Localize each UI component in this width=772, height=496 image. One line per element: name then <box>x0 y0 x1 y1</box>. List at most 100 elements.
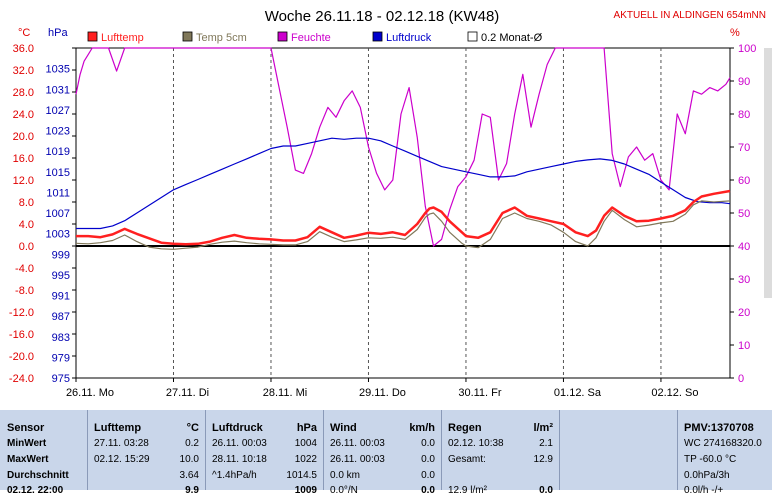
humidity-tick-label: 20 <box>738 307 750 319</box>
legend-swatch <box>87 31 98 42</box>
pressure-tick-label: 1007 <box>46 208 70 220</box>
minwert-label: MinWert <box>7 438 47 449</box>
pmv-pressure-trend: 0.0hPa/3h <box>684 470 730 481</box>
regen-header: Regen <box>448 422 482 434</box>
humidity-tick-label: 80 <box>738 109 750 121</box>
regen-total-label: Gesamt: <box>448 454 486 465</box>
durchschnitt-label: Durchschnitt <box>7 470 69 481</box>
pressure-tick-label: 1011 <box>46 187 70 199</box>
wind-avg-value: 0.0 <box>421 470 435 481</box>
weather-chart: Woche 26.11.18 - 02.12.18 (KW48) AKTUELL… <box>0 0 772 410</box>
divider <box>559 410 560 490</box>
temp-tick-label: -4.0 <box>15 263 34 275</box>
current-time-label: 02.12. 22:00 <box>7 485 64 496</box>
humidity-tick-label: 70 <box>738 142 750 154</box>
luftdruck-current-value: 1009 <box>294 485 317 496</box>
chart-title: Woche 26.11.18 - 02.12.18 (KW48) <box>265 8 500 25</box>
side-strip <box>764 48 772 298</box>
legend-label: Luftdruck <box>386 32 432 44</box>
pressure-tick-label: 1031 <box>46 84 70 96</box>
pressure-unit-label: hPa <box>48 27 68 39</box>
regen-column: Regen l/m² 02.12. 10:38 2.1 Gesamt: 12.9… <box>442 410 559 496</box>
pmv-dewpoint: TP -60.0 °C <box>684 454 737 465</box>
luftdruck-max-value: 1022 <box>294 454 317 465</box>
x-tick-label: 01.12. Sa <box>554 387 602 399</box>
luftdruck-header: Luftdruck <box>212 422 263 434</box>
lufttemp-unit: °C <box>186 422 199 434</box>
divider <box>87 410 88 490</box>
axis-ticks: 26.11. Mo 27.11. Di 28.11. Mi 29.11. Do 30.1… <box>9 43 756 399</box>
temp-tick-label: -12.0 <box>9 307 34 319</box>
temp-tick-label: 8.0 <box>19 197 34 209</box>
temp-tick-label: -24.0 <box>9 373 34 385</box>
legend-swatch <box>372 31 383 42</box>
pressure-tick-label: 975 <box>52 373 70 385</box>
sensor-header: Sensor <box>7 422 45 434</box>
legend-label: Feuchte <box>291 32 331 44</box>
wind-header: Wind <box>330 422 357 434</box>
lufttemp-avg-value: 3.64 <box>179 470 199 481</box>
pressure-tick-label: 1023 <box>46 126 70 138</box>
series-line-lufttemp <box>76 189 731 246</box>
pressure-tick-label: 1019 <box>46 146 70 158</box>
luftdruck-trend: ^1.4hPa/h <box>212 470 257 481</box>
temp-tick-label: 4.0 <box>19 219 34 231</box>
luftdruck-unit: hPa <box>296 422 317 434</box>
humidity-tick-label: 90 <box>738 76 750 88</box>
maxwert-label: MaxWert <box>7 454 49 465</box>
pressure-tick-label: 1003 <box>46 229 70 241</box>
lufttemp-max-time: 02.12. 15:29 <box>94 454 150 465</box>
temp-tick-label: 12.0 <box>13 175 34 187</box>
wind-direction: 0.0°/N <box>330 485 358 496</box>
lufttemp-max-value: 10.0 <box>179 454 199 465</box>
pmv-header: PMV:1370708 <box>684 422 754 434</box>
x-tick-label: 26.11. Mo <box>66 387 114 399</box>
wind-unit: km/h <box>409 422 435 434</box>
lufttemp-current-value: 9.9 <box>185 485 199 496</box>
chart-background <box>0 0 772 410</box>
legend-swatch <box>467 31 478 42</box>
wind-max-time: 26.11. 00:03 <box>330 454 385 465</box>
wind-min-time: 26.11. 00:03 <box>330 438 385 449</box>
temp-tick-label: 32.0 <box>13 65 34 77</box>
chart-grid <box>76 48 730 378</box>
legend-swatch <box>182 31 193 42</box>
x-tick-label: 02.12. So <box>651 387 698 399</box>
pmv-windchill: WC 274168320.0 <box>684 438 762 449</box>
regen-unit: l/m² <box>533 422 553 434</box>
luftdruck-min-value: 1004 <box>294 438 317 449</box>
humidity-tick-label: 40 <box>738 241 750 253</box>
x-tick-label: 28.11. Mi <box>263 387 307 399</box>
series-line-luftdruck <box>76 137 731 230</box>
regen-sum: 12.9 l/m² <box>448 485 487 496</box>
x-tick-label: 30.11. Fr <box>458 387 502 399</box>
temp-tick-label: 28.0 <box>13 87 34 99</box>
stats-panel: Sensor MinWert MaxWert Durchschnitt 02.1… <box>0 410 772 496</box>
divider <box>677 410 678 490</box>
temp-tick-label: 20.0 <box>13 131 34 143</box>
station-label: AKTUELL IN ALDINGEN 654mNN <box>614 10 766 21</box>
chart-legend: Lufttemp Temp 5cm Feuchte Luftdruck 0.2 Mona… <box>87 31 543 44</box>
temp-tick-label: 24.0 <box>13 109 34 121</box>
humidity-tick-label: 50 <box>738 208 750 220</box>
pressure-tick-label: 1035 <box>46 64 70 76</box>
divider <box>323 410 324 490</box>
pressure-tick-label: 983 <box>52 332 70 344</box>
regen-total-value: 12.9 <box>533 454 553 465</box>
humidity-tick-label: 60 <box>738 175 750 187</box>
temp-tick-label: 16.0 <box>13 153 34 165</box>
regen-current-value: 0.0 <box>539 485 553 496</box>
pressure-tick-label: 1027 <box>46 105 70 117</box>
wind-column: Wind km/h 26.11. 00:03 0.0 26.11. 00:03 … <box>324 410 441 496</box>
humidity-tick-label: 30 <box>738 274 750 286</box>
series-line-feuchte <box>75 47 731 247</box>
pmv-column: PMV:1370708 WC 274168320.0 TP -60.0 °C 0… <box>678 410 772 496</box>
humidity-tick-label: 100 <box>738 43 756 55</box>
humidity-unit-label: % <box>730 27 740 39</box>
series-line-temp-5cm <box>75 200 731 250</box>
pressure-tick-label: 1015 <box>46 167 70 179</box>
temp-tick-label: 0.0 <box>19 241 34 253</box>
lufttemp-column: Lufttemp °C 27.11. 03:28 0.2 02.12. 15:2… <box>88 410 205 496</box>
legend-label: Temp 5cm <box>196 32 247 44</box>
pressure-tick-label: 987 <box>52 311 70 323</box>
